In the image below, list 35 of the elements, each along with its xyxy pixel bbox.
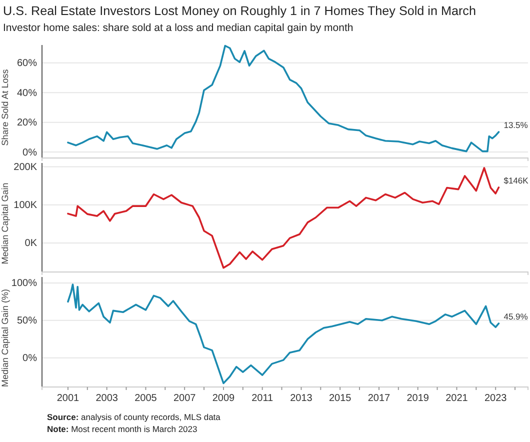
x-tick-label: 2007	[173, 393, 196, 404]
x-tick-label: 2011	[252, 393, 274, 404]
y-tick-label: 0%	[22, 353, 38, 364]
y-tick-label: 200K	[14, 162, 38, 174]
text: Note: Most recent month is March 2023	[47, 424, 198, 434]
x-tick-label: 2001	[56, 393, 80, 404]
y-axis-title: Median Capital Gain (%)	[0, 288, 10, 388]
x-tick-label: 2013	[290, 393, 313, 404]
line-series	[67, 44, 500, 152]
x-tick-label: 2017	[368, 393, 391, 404]
x-tick-label: 2005	[134, 393, 158, 404]
line-series	[67, 167, 500, 269]
annotation: $146K	[504, 175, 529, 186]
line-series	[67, 284, 500, 384]
chart-subtitle: Investor home sales: share sold at a loss and median capital gain by month	[3, 22, 354, 34]
x-tick-label: 2019	[406, 393, 430, 404]
annotation: 13.5%	[504, 120, 528, 130]
y-tick-label: 100%	[11, 278, 38, 290]
y-tick-label: 0K	[24, 238, 38, 250]
y-axis-title: Median Capital Gain	[0, 182, 10, 264]
annotation: 45.9%	[504, 311, 528, 322]
x-tick-label: 2009	[212, 393, 236, 404]
y-tick-label: 100K	[14, 200, 38, 212]
y-tick-label: 60%	[16, 58, 38, 70]
y-tick-label: 20%	[16, 118, 38, 129]
x-tick-label: 2015	[328, 393, 352, 404]
y-tick-label: 0%	[22, 147, 38, 158]
x-tick-label: 2021	[446, 393, 468, 404]
x-tick-label: 2003	[96, 393, 118, 404]
y-tick-label: 40%	[16, 88, 38, 99]
y-tick-label: 50%	[16, 316, 38, 327]
x-tick-label: 2023	[484, 393, 508, 404]
source-note: Source: analysis of county records, MLS data	[47, 412, 221, 422]
y-axis-title: Share Sold At Loss	[0, 68, 10, 146]
chart-title: U.S. Real Estate Investors Lost Money on Roughly 1 in 7 Homes They Sold in March	[3, 4, 476, 18]
